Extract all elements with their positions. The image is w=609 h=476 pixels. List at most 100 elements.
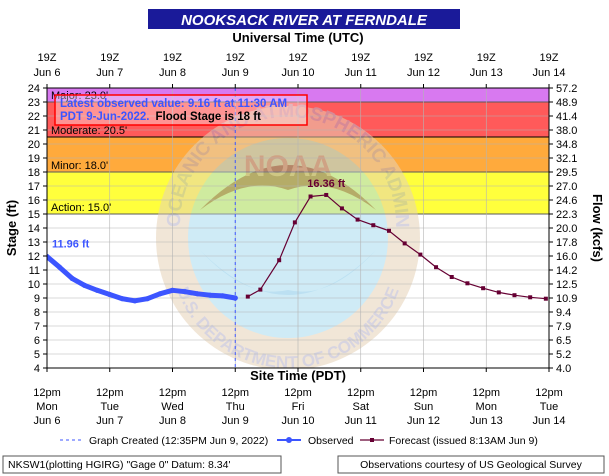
forecast-point xyxy=(434,265,439,270)
top-tick-time: 19Z xyxy=(477,52,496,64)
observed-peak-label: 11.96 ft xyxy=(52,239,90,251)
bottom-tick-date: Jun 10 xyxy=(281,415,314,427)
forecast-point xyxy=(449,275,454,279)
bottom-tick-date: Jun 13 xyxy=(470,415,503,427)
forecast-point xyxy=(418,252,423,257)
flood-category-labels: Action: 15.0' Minor: 18.0' Moderate: 20.5'… xyxy=(51,90,127,214)
latest-observation-line-2: PDT 9-Jun-2022. Flood Stage is 18 ft xyxy=(60,111,261,123)
flow-tick-label: 27.0 xyxy=(556,181,577,193)
observed-point xyxy=(82,282,88,288)
forecast-point xyxy=(512,293,517,298)
legend-forecast-label: Forecast (issued 8:13AM Jun 9) xyxy=(389,435,538,447)
legend-observed-marker xyxy=(286,437,292,443)
y-tick-label: 7 xyxy=(34,321,40,333)
bottom-tick-date: Jun 12 xyxy=(407,415,440,427)
flow-tick-label: 38.0 xyxy=(556,125,577,137)
observed-point xyxy=(56,264,63,270)
y-tick-label: 4 xyxy=(34,363,40,375)
flow-tick-label: 22.3 xyxy=(556,209,577,221)
top-tick-date: Jun 7 xyxy=(96,67,123,79)
y-tick-label: 13 xyxy=(28,237,40,249)
bottom-tick-time: 12pm xyxy=(472,387,500,399)
flow-tick-label: 14.2 xyxy=(556,265,577,277)
observed-point xyxy=(94,287,100,293)
flow-tick-label: 4.0 xyxy=(556,363,571,375)
forecast-peak-label: 16.36 ft xyxy=(307,178,345,190)
flow-tick-label: 20.0 xyxy=(556,223,577,235)
observed-point xyxy=(144,296,150,302)
flow-tick-label: 9.4 xyxy=(556,307,571,319)
footer: NKSW1(plotting HGIRG) "Gage 0" Datum: 8.… xyxy=(2,455,605,474)
forecast-point xyxy=(324,192,329,197)
y-tick-label: 18 xyxy=(28,167,40,179)
top-tick-date: Jun 9 xyxy=(222,67,249,79)
y-axis-left-title: Stage (ft) xyxy=(4,200,19,256)
top-tick-time: 19Z xyxy=(226,52,245,64)
bottom-tick-day: Mon xyxy=(476,401,497,413)
y-tick-label: 15 xyxy=(28,209,40,221)
observed-point xyxy=(69,275,75,281)
top-tick-date: Jun 13 xyxy=(470,67,503,79)
y-tick-label: 20 xyxy=(28,139,40,151)
bottom-tick-day: Sun xyxy=(414,401,434,413)
y-tick-label: 23 xyxy=(28,97,40,109)
noaa-bird-icon xyxy=(200,165,376,210)
observed-point xyxy=(107,291,113,298)
flow-tick-label: 34.8 xyxy=(556,139,577,151)
forecast-point xyxy=(386,228,391,233)
flow-tick-label: 16.0 xyxy=(556,251,577,263)
legend-forecast-marker xyxy=(370,438,374,442)
top-axis-title: Universal Time (UTC) xyxy=(232,30,363,45)
y-tick-label: 12 xyxy=(28,251,40,263)
grid-lines xyxy=(47,88,549,368)
bottom-tick-time: 12pm xyxy=(284,387,312,399)
observed-point xyxy=(195,291,201,297)
y-tick-label: 6 xyxy=(34,335,40,347)
top-tick-date: Jun 14 xyxy=(532,67,565,79)
top-tick-time: 19Z xyxy=(351,52,370,64)
legend: Graph Created (12:35PM Jun 9, 2022) Obse… xyxy=(60,435,538,447)
flow-tick-label: 57.2 xyxy=(556,83,577,95)
footer-credit: Observations courtesy of US Geological S… xyxy=(360,459,583,471)
bottom-tick-date: Jun 8 xyxy=(159,415,186,427)
flow-tick-label: 10.9 xyxy=(556,293,577,305)
forecast-point xyxy=(465,281,470,286)
forecast-point xyxy=(402,241,407,246)
title-bar xyxy=(148,9,460,29)
bottom-tick-day: Tue xyxy=(540,401,559,413)
forecast-point xyxy=(496,290,501,295)
flow-tick-label: 48.9 xyxy=(556,97,577,109)
forecast-point xyxy=(528,295,533,300)
observed-line xyxy=(47,254,238,304)
observed-point xyxy=(157,291,163,297)
top-tick-time: 19Z xyxy=(163,52,182,64)
footer-datum: NKSW1(plotting HGIRG) "Gage 0" Datum: 8.… xyxy=(8,459,230,471)
bottom-tick-day: Fri xyxy=(292,401,305,413)
flow-tick-label: 12.5 xyxy=(556,279,577,291)
flood-stage-note: Flood Stage is 18 ft xyxy=(155,111,261,123)
bottom-tick-date: Jun 7 xyxy=(96,415,123,427)
top-tick-time: 19Z xyxy=(540,52,559,64)
y-tick-label: 8 xyxy=(34,307,40,319)
flow-tick-label: 32.1 xyxy=(556,153,577,165)
forecast-line xyxy=(247,194,546,300)
observed-point xyxy=(169,287,176,293)
forecast-point xyxy=(355,217,360,222)
forecast-point xyxy=(481,286,486,291)
forecast-point xyxy=(308,194,313,199)
flow-tick-label: 29.5 xyxy=(556,167,577,179)
flow-tick-label: 24.6 xyxy=(556,195,577,207)
y-tick-label: 24 xyxy=(28,83,40,95)
observed-point xyxy=(132,298,138,304)
flow-tick-label: 17.8 xyxy=(556,237,577,249)
latest-observation-date: PDT 9-Jun-2022. xyxy=(60,111,149,123)
bottom-tick-day: Tue xyxy=(100,401,119,413)
latest-observation-box: Latest observed value: 9.16 ft at 11:30 … xyxy=(54,94,308,126)
bottom-tick-time: 12pm xyxy=(347,387,375,399)
data-series xyxy=(47,192,548,304)
bottom-tick-time: 12pm xyxy=(159,387,187,399)
bottom-tick-date: Jun 6 xyxy=(34,415,61,427)
bottom-tick-day: Wed xyxy=(161,401,183,413)
forecast-point xyxy=(258,287,263,292)
